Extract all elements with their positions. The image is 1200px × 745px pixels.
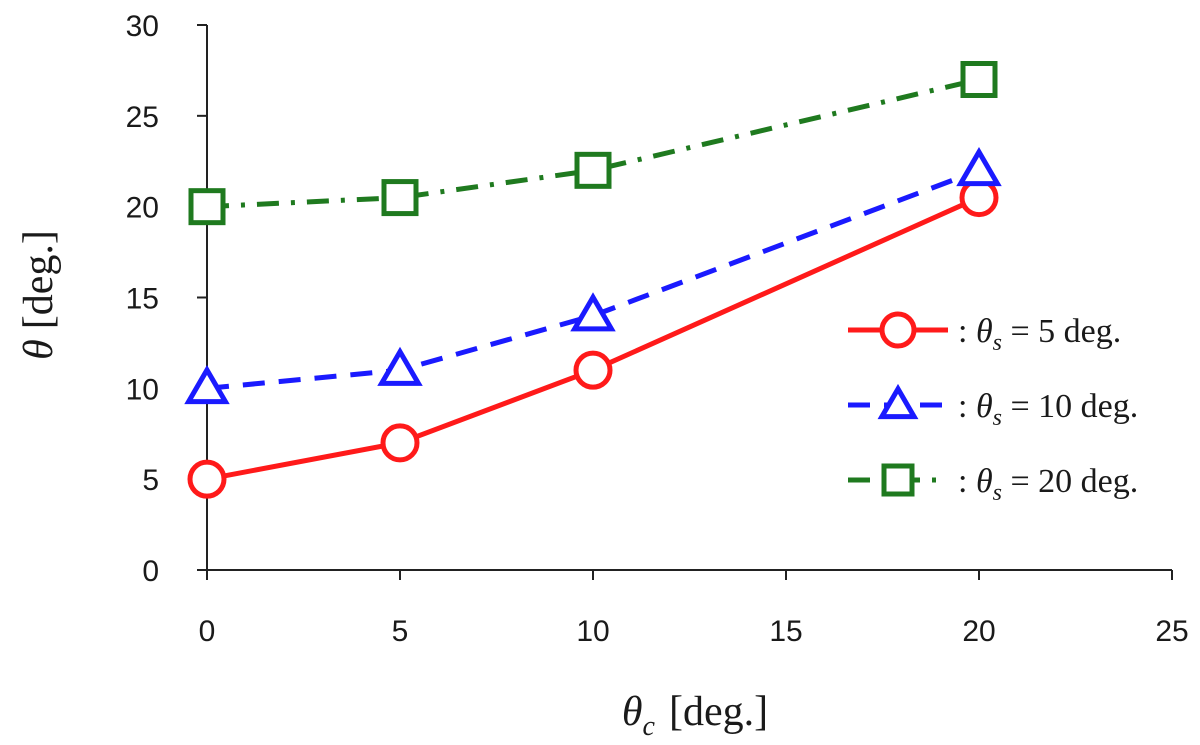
- series-line: [206, 167, 980, 391]
- x-tick-label: 25: [1155, 615, 1188, 648]
- legend-symbol: θ: [976, 463, 993, 500]
- data-point: [381, 179, 419, 217]
- legend-prefix: :: [958, 313, 976, 350]
- x-axis-subscript: c: [643, 711, 656, 742]
- data-point: [184, 364, 230, 405]
- legend-prefix: :: [958, 463, 976, 500]
- legend: : θs = 5 deg.: θs = 10 deg.: θs = 20 deg…: [848, 311, 1138, 506]
- legend-subscript: s: [993, 405, 1002, 431]
- data-point: [187, 459, 227, 499]
- legend-item-2: : θs = 10 deg.: [848, 383, 1138, 431]
- x-axis-title: θc [deg.]: [622, 689, 768, 742]
- legend-item-3: : θs = 20 deg.: [848, 463, 1138, 506]
- legend-label: : θs = 20 deg.: [958, 463, 1138, 506]
- y-tick-label: 10: [126, 373, 159, 406]
- x-tick-label: 0: [199, 615, 216, 648]
- legend-suffix: = 5 deg.: [1002, 313, 1121, 350]
- data-point: [574, 151, 612, 189]
- legend-marker: [881, 463, 915, 497]
- legend-prefix: :: [958, 388, 976, 425]
- legend-marker: [877, 383, 919, 420]
- y-tick-label: 0: [142, 555, 159, 588]
- legend-subscript: s: [993, 480, 1002, 506]
- y-tick-label: 15: [126, 283, 159, 316]
- legend-suffix: = 10 deg.: [1002, 388, 1138, 425]
- x-tick-label: 15: [769, 615, 802, 648]
- legend-symbol: θ: [976, 313, 993, 350]
- legend-label: : θs = 5 deg.: [958, 313, 1121, 356]
- y-tick-label: 25: [126, 101, 159, 134]
- x-tick-label: 20: [962, 615, 995, 648]
- data-point: [570, 292, 616, 332]
- legend-symbol: θ: [976, 388, 993, 425]
- x-tick-label: 5: [392, 615, 409, 648]
- y-axis-symbol: θ: [16, 339, 62, 360]
- series-line: [206, 195, 981, 482]
- series-1: [187, 178, 999, 499]
- data-point: [956, 146, 1002, 187]
- x-tick-label: 10: [576, 615, 609, 648]
- legend-suffix: = 20 deg.: [1002, 463, 1138, 500]
- data-point: [573, 350, 613, 390]
- y-axis-unit: [deg.]: [16, 230, 62, 329]
- legend-item-1: : θs = 5 deg.: [848, 311, 1121, 356]
- data-point: [960, 61, 998, 98]
- series-2: [184, 146, 1002, 405]
- y-tick-label: 5: [142, 464, 159, 497]
- tick-labels: 0 5 10 15 20 25 30 0 5 10 15 20 25: [126, 10, 1189, 648]
- data-point: [188, 188, 226, 226]
- y-axis-title: θ [deg.]: [16, 230, 62, 360]
- y-tick-label: 20: [126, 192, 159, 225]
- x-axis-unit: [deg.]: [669, 689, 768, 735]
- series-3: [188, 61, 998, 226]
- x-axis-symbol: θ: [622, 689, 643, 735]
- series-group: [184, 61, 1002, 499]
- data-point: [377, 346, 423, 386]
- legend-label: : θs = 10 deg.: [958, 388, 1138, 431]
- series-line: [206, 77, 980, 210]
- legend-subscript: s: [993, 330, 1002, 356]
- y-tick-label: 30: [126, 10, 159, 43]
- data-point: [380, 423, 420, 463]
- legend-marker: [879, 311, 917, 349]
